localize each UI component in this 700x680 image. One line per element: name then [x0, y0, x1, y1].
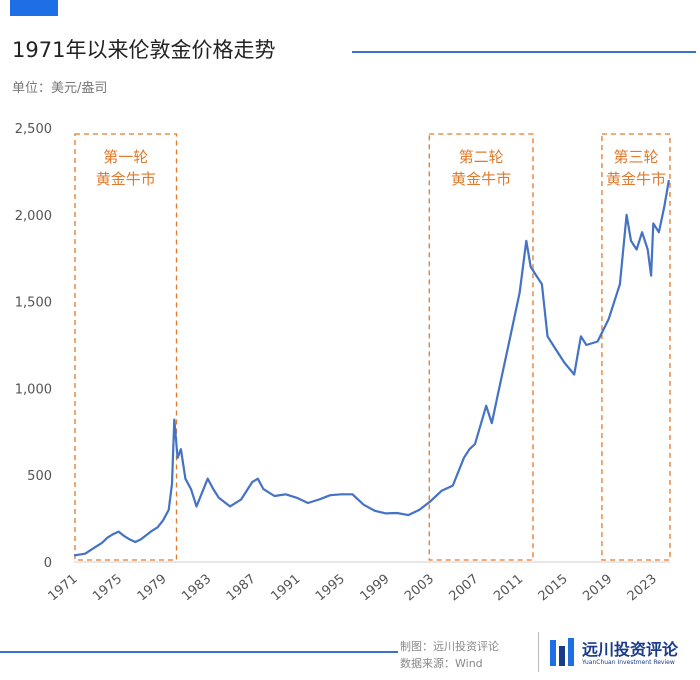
x-tick-label: 2003 — [402, 572, 437, 605]
x-tick-label: 1987 — [224, 572, 259, 605]
x-tick-label: 1971 — [46, 572, 81, 605]
bull-market-label: 黄金牛市 — [451, 170, 511, 188]
x-tick-label: 1975 — [90, 572, 125, 605]
bull-market-label: 黄金牛市 — [606, 170, 666, 188]
page-title: 1971年以来伦敦金价格走势 — [12, 38, 276, 62]
credit-source: 数据来源：Wind — [400, 657, 483, 670]
bull-market-box — [428, 133, 534, 561]
y-tick-label: 1,500 — [15, 296, 52, 311]
y-tick-label: 2,500 — [15, 122, 52, 137]
brand-name: 远川投资评论 — [582, 640, 679, 659]
x-tick-label: 1991 — [268, 572, 303, 605]
bull-market-label: 第一轮 — [103, 148, 148, 166]
x-tick-label: 1979 — [135, 572, 170, 605]
brand-tagline: YuanChuan Investment Review — [582, 659, 675, 666]
unit-label: 单位：美元/盎司 — [12, 81, 108, 96]
x-tick-label: 2011 — [491, 572, 526, 605]
y-tick-label: 2,000 — [15, 209, 52, 224]
brand-separator — [538, 632, 539, 672]
gold-price-line — [73, 179, 670, 557]
title-divider — [352, 51, 696, 53]
brand-block: 远川投资评论 YuanChuan Investment Review — [538, 630, 698, 676]
x-tick-label: 1983 — [179, 572, 214, 605]
credit-author: 制图：远川投资评论 — [400, 640, 499, 653]
y-tick-label: 1,000 — [15, 382, 52, 397]
bull-market-label: 第三轮 — [613, 148, 658, 166]
x-tick-label: 2015 — [536, 572, 571, 605]
bull-market-label: 第二轮 — [459, 148, 504, 166]
brand-logo-icon — [550, 638, 574, 666]
x-tick-label: 2007 — [447, 572, 482, 605]
x-tick-label: 2023 — [625, 572, 660, 605]
bull-market-label: 黄金牛市 — [96, 170, 156, 188]
footer-divider — [0, 651, 398, 653]
y-tick-label: 0 — [44, 556, 52, 571]
top-accent-bar — [10, 0, 58, 16]
bull-market-box — [74, 133, 178, 561]
x-tick-label: 1999 — [358, 572, 393, 605]
x-tick-label: 1995 — [313, 572, 348, 605]
y-tick-label: 500 — [27, 469, 52, 484]
x-tick-label: 2019 — [580, 572, 615, 605]
bull-market-box — [601, 133, 671, 561]
